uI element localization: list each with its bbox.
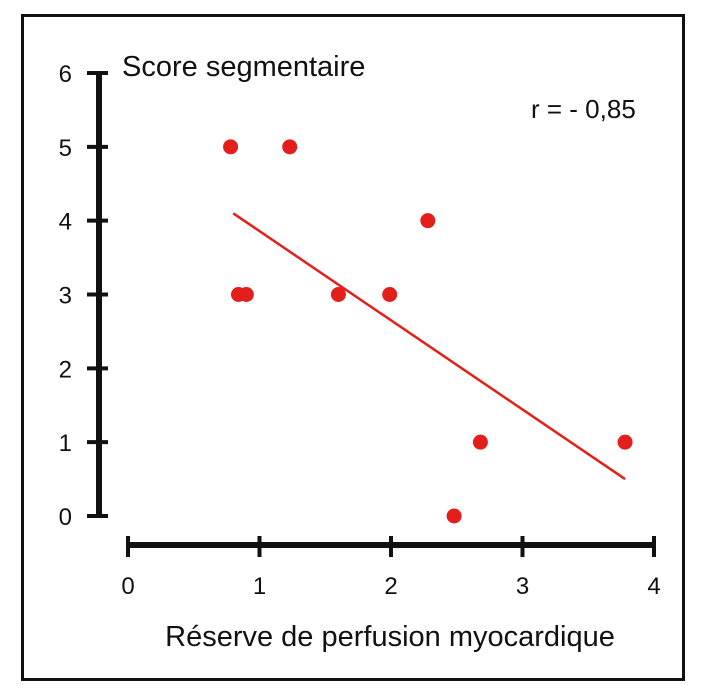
data-point: [330, 287, 346, 302]
regression-line: [232, 212, 626, 481]
data-point: [223, 139, 239, 155]
points-group: [223, 139, 633, 524]
data-point: [472, 434, 488, 450]
regression-line-group: [232, 212, 626, 481]
axes-group: [96, 71, 656, 548]
y-tick-label: 3: [59, 283, 72, 310]
data-point: [282, 139, 298, 155]
data-point: [446, 508, 462, 524]
chart-title: Score segmentaire: [122, 51, 365, 83]
data-point: [617, 434, 633, 450]
data-point: [382, 287, 398, 302]
data-point: [420, 213, 436, 229]
x-tick-label: 1: [253, 573, 266, 600]
data-point: [238, 287, 254, 302]
x-tick-label: 0: [121, 573, 134, 600]
y-tick-label: 1: [59, 430, 72, 457]
x-tick-label: 2: [384, 573, 397, 600]
y-tick-label: 0: [59, 504, 72, 531]
x-axis-label: Réserve de perfusion myocardique: [165, 621, 615, 653]
x-tick-label: 3: [516, 573, 529, 600]
y-tick-label: 2: [59, 356, 72, 383]
y-tick-label: 6: [59, 61, 72, 88]
y-tick-label: 5: [59, 135, 72, 162]
ticks-group: 0 1 2 3 4 5 6 0 1 2 3 4: [59, 61, 661, 600]
y-tick-label: 4: [59, 209, 72, 236]
chart-frame: [21, 14, 685, 681]
x-tick-label: 4: [647, 573, 660, 600]
correlation-annotation: r = - 0,85: [531, 94, 636, 124]
